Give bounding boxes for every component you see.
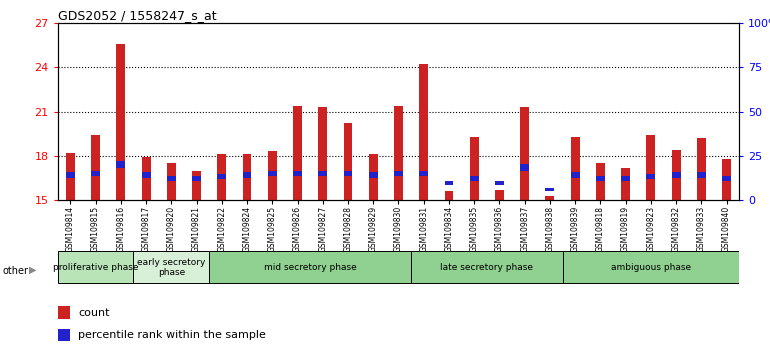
Bar	[66, 153, 75, 200]
Text: early secretory
phase: early secretory phase	[137, 258, 206, 277]
Text: percentile rank within the sample: percentile rank within the sample	[79, 330, 266, 341]
Bar	[470, 176, 479, 181]
Bar	[293, 105, 302, 200]
Bar	[671, 172, 681, 178]
Text: GDS2052 / 1558247_s_at: GDS2052 / 1558247_s_at	[58, 9, 216, 22]
Bar	[545, 195, 554, 200]
Bar	[444, 191, 454, 200]
Bar	[243, 154, 252, 200]
Bar	[621, 176, 630, 181]
Bar	[697, 138, 706, 200]
Bar	[394, 171, 403, 176]
Bar	[545, 188, 554, 191]
Bar	[420, 64, 428, 200]
Bar	[722, 159, 731, 200]
Bar	[243, 172, 252, 178]
Bar	[521, 164, 529, 171]
Bar	[647, 135, 655, 200]
Text: mid secretory phase: mid secretory phase	[264, 263, 357, 272]
Bar	[495, 190, 504, 200]
Bar	[369, 172, 377, 178]
FancyBboxPatch shape	[133, 251, 209, 283]
FancyBboxPatch shape	[563, 251, 739, 283]
Bar	[470, 137, 479, 200]
Bar	[495, 181, 504, 185]
Bar	[268, 150, 276, 200]
Bar	[444, 181, 454, 185]
Bar	[192, 176, 201, 181]
Text: count: count	[79, 308, 109, 318]
Bar	[571, 137, 580, 200]
Bar	[343, 123, 353, 200]
Bar	[167, 163, 176, 200]
Bar	[142, 172, 150, 178]
Bar	[318, 107, 327, 200]
Bar	[91, 171, 100, 176]
Bar	[521, 107, 529, 200]
Bar	[369, 154, 377, 200]
Text: ▶: ▶	[29, 265, 37, 275]
Bar	[420, 171, 428, 176]
Bar	[58, 307, 70, 319]
FancyBboxPatch shape	[411, 251, 563, 283]
Bar	[571, 172, 580, 178]
Bar	[142, 157, 150, 200]
Text: other: other	[2, 266, 28, 276]
Bar	[91, 135, 100, 200]
Text: proliferative phase: proliferative phase	[53, 263, 139, 272]
Bar	[722, 176, 731, 181]
Bar	[268, 171, 276, 176]
Bar	[318, 171, 327, 176]
Bar	[671, 150, 681, 200]
Text: late secretory phase: late secretory phase	[440, 263, 534, 272]
Bar	[116, 44, 126, 200]
Bar	[647, 174, 655, 179]
Bar	[343, 171, 353, 176]
Bar	[167, 176, 176, 181]
Bar	[596, 176, 604, 181]
Bar	[58, 329, 70, 341]
Bar	[293, 171, 302, 176]
Bar	[116, 161, 126, 167]
Bar	[394, 105, 403, 200]
FancyBboxPatch shape	[209, 251, 411, 283]
Bar	[697, 172, 706, 178]
Bar	[66, 172, 75, 178]
Bar	[217, 174, 226, 179]
Bar	[596, 163, 604, 200]
Text: ambiguous phase: ambiguous phase	[611, 263, 691, 272]
FancyBboxPatch shape	[58, 251, 133, 283]
Bar	[621, 167, 630, 200]
Bar	[217, 154, 226, 200]
Bar	[192, 171, 201, 200]
